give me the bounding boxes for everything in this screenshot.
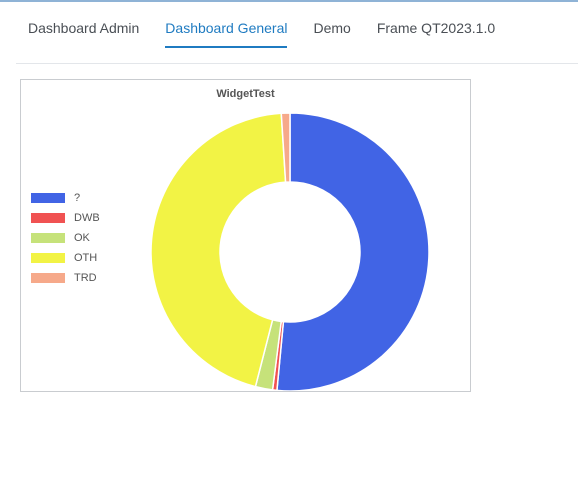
chart-legend: ? DWB OK OTH TRD — [31, 188, 100, 288]
donut-chart — [150, 112, 430, 391]
legend-swatch — [31, 193, 65, 203]
top-accent-line — [0, 0, 578, 2]
legend-label: OK — [74, 232, 90, 244]
tab-divider — [16, 63, 578, 64]
legend-item[interactable]: DWB — [31, 208, 100, 228]
legend-label: TRD — [74, 272, 97, 284]
legend-swatch — [31, 233, 65, 243]
tab-dashboard-admin[interactable]: Dashboard Admin — [28, 20, 140, 36]
legend-item[interactable]: TRD — [31, 268, 100, 288]
legend-item[interactable]: ? — [31, 188, 100, 208]
donut-slice-4[interactable] — [150, 112, 287, 388]
widget-test-panel: WidgetTest ? DWB OK OTH TRD — [20, 79, 471, 392]
legend-swatch — [31, 213, 65, 223]
widget-title: WidgetTest — [216, 88, 275, 100]
tab-demo[interactable]: Demo — [313, 20, 351, 36]
legend-item[interactable]: OTH — [31, 248, 100, 268]
donut-slice-1[interactable] — [276, 112, 430, 391]
tab-dashboard-general[interactable]: Dashboard General — [165, 10, 288, 48]
legend-label: DWB — [74, 212, 100, 224]
legend-label: ? — [74, 192, 81, 204]
tab-frame-qt[interactable]: Frame QT2023.1.0 — [376, 20, 496, 36]
legend-label: OTH — [74, 252, 98, 264]
donut-slice-5[interactable] — [280, 112, 291, 183]
legend-swatch — [31, 273, 65, 283]
tab-bar: Dashboard Admin Dashboard General Demo F… — [16, 10, 578, 48]
legend-item[interactable]: OK — [31, 228, 100, 248]
legend-swatch — [31, 253, 65, 263]
